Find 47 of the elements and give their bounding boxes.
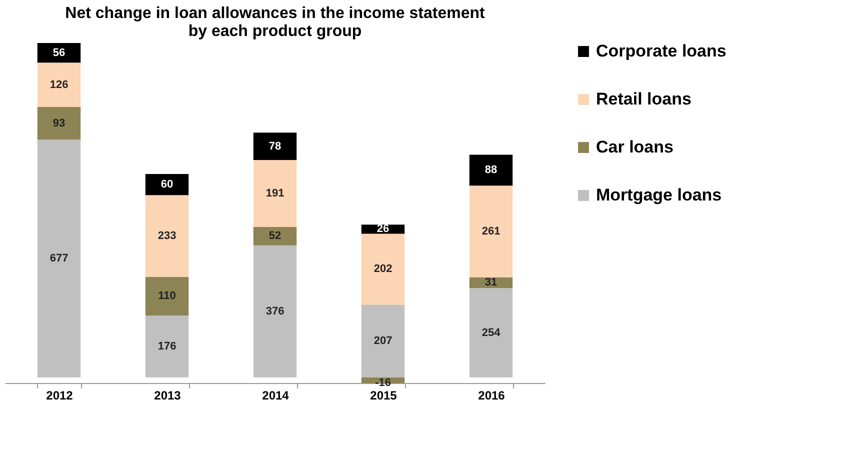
data-label: 191 bbox=[266, 188, 284, 200]
bar bbox=[469, 288, 513, 378]
x-tick-label: 2013 bbox=[154, 388, 182, 402]
data-label: 677 bbox=[50, 252, 68, 264]
bar bbox=[361, 234, 405, 305]
data-label: 261 bbox=[482, 225, 500, 238]
legend-label: Corporate loans bbox=[596, 42, 726, 60]
bar bbox=[361, 304, 405, 378]
bar bbox=[145, 316, 189, 378]
bar bbox=[469, 154, 513, 186]
bar bbox=[37, 62, 81, 107]
data-label: 56 bbox=[52, 46, 66, 59]
data-label: 254 bbox=[482, 326, 502, 339]
data-label: 26 bbox=[376, 223, 390, 236]
data-label: 176 bbox=[158, 340, 176, 352]
data-label: 126 bbox=[50, 78, 68, 91]
data-label: -16 bbox=[375, 377, 391, 389]
data-label: 52 bbox=[268, 230, 282, 242]
bar bbox=[145, 195, 189, 277]
data-label: 110 bbox=[158, 290, 176, 302]
bar bbox=[253, 227, 297, 246]
bar bbox=[145, 174, 189, 196]
bar bbox=[37, 106, 81, 140]
legend-label: Retail loans bbox=[596, 90, 692, 108]
chart-title: Net change in loan allowances in the income statement by each product group bbox=[65, 5, 486, 40]
data-label: 60 bbox=[160, 178, 174, 191]
bar bbox=[469, 186, 513, 278]
data-label: 207 bbox=[374, 335, 392, 348]
x-tick-label: 2016 bbox=[478, 388, 506, 402]
data-label: 78 bbox=[268, 140, 282, 152]
bar bbox=[37, 140, 81, 378]
x-tick-label: 2012 bbox=[46, 388, 74, 402]
legend-label: Mortgage loans bbox=[596, 186, 722, 204]
bar bbox=[253, 245, 297, 378]
x-tick-label: 2014 bbox=[262, 388, 290, 402]
data-label: 93 bbox=[52, 117, 66, 130]
data-label: 376 bbox=[266, 305, 284, 318]
bar bbox=[145, 276, 189, 316]
x-tick-label: 2015 bbox=[370, 388, 398, 402]
data-label: 88 bbox=[484, 164, 498, 176]
data-label: 233 bbox=[158, 230, 176, 242]
data-label: 31 bbox=[484, 276, 498, 289]
data-label: 202 bbox=[374, 263, 392, 276]
bar bbox=[37, 43, 81, 63]
bar bbox=[253, 132, 297, 160]
legend-label: Car loans bbox=[596, 138, 674, 156]
bar bbox=[253, 160, 297, 228]
